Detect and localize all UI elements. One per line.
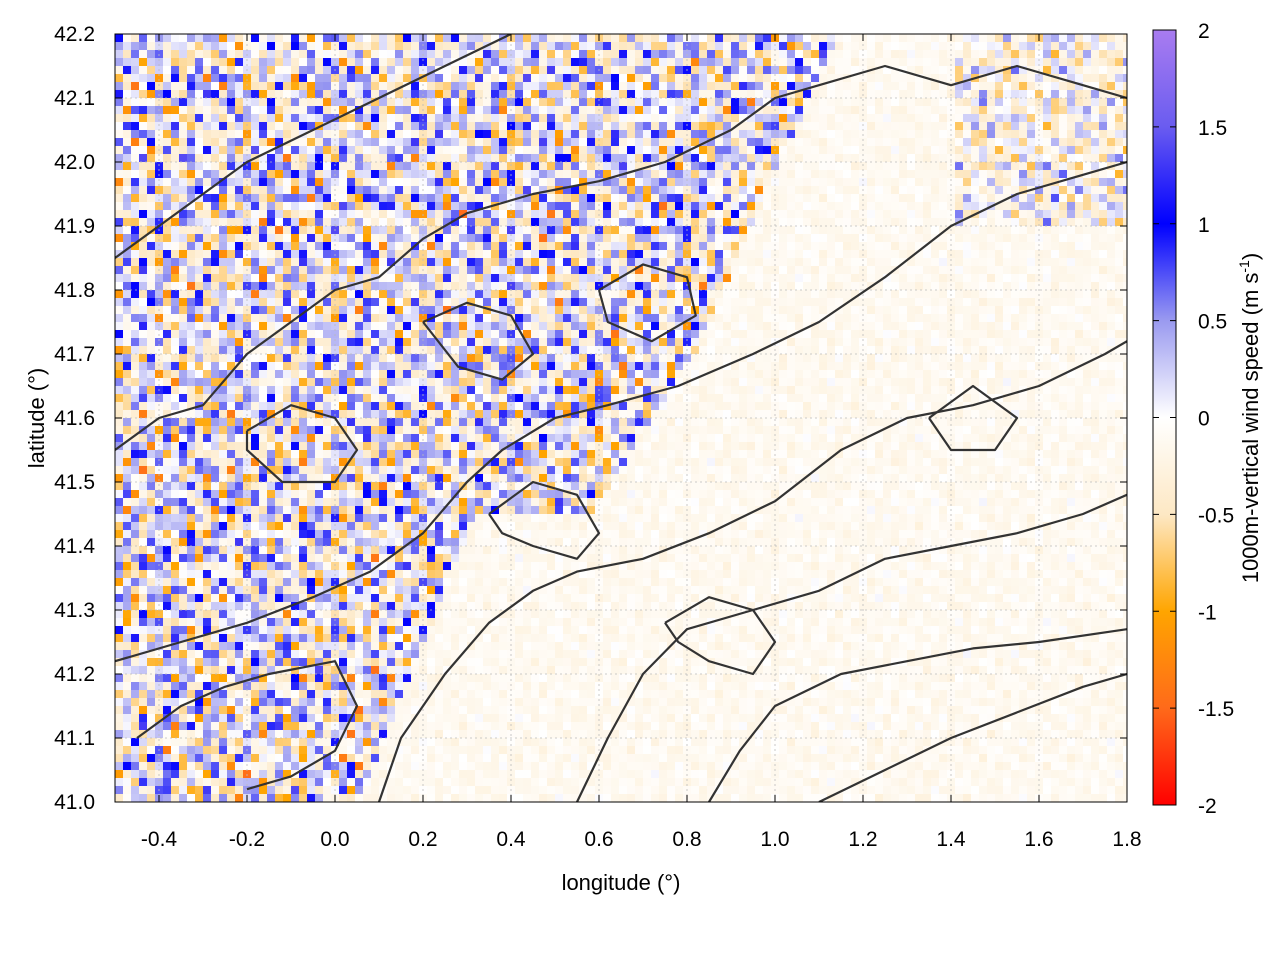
x-tick-label: 1.4 <box>936 828 966 851</box>
y-tick-label: 41.7 <box>54 343 95 366</box>
colorbar-label-end: ) <box>1238 253 1263 260</box>
colorbar-tick-label: -1 <box>1198 601 1217 624</box>
colorbar-tick-label: 0.5 <box>1198 311 1227 334</box>
colorbar-tick-label: -0.5 <box>1198 504 1234 527</box>
y-tick-label: 41.1 <box>54 727 95 750</box>
y-tick-label: 41.0 <box>54 791 95 814</box>
y-tick-label: 42.2 <box>54 23 95 46</box>
y-tick-label: 41.9 <box>54 215 95 238</box>
y-axis-ticks: 41.0 41.1 41.2 41.3 41.4 41.5 41.6 41.7 41.8 41.9… <box>54 23 1127 814</box>
y-tick-label: 41.4 <box>54 535 95 558</box>
x-tick-label: -0.2 <box>229 828 265 851</box>
x-axis-label: longitude (°) <box>562 870 681 895</box>
colorbar-label: 1000m-vertical wind speed (m s-1) <box>1236 253 1263 583</box>
x-tick-label: 0.4 <box>496 828 526 851</box>
x-tick-label: 0.8 <box>672 828 701 851</box>
colorbar-tick-label: 1 <box>1198 214 1210 237</box>
wind-field-heatmap <box>115 34 1127 802</box>
colorbar-tick-label: 2 <box>1198 20 1210 43</box>
colorbar-tick-label: -1.5 <box>1198 698 1234 721</box>
y-tick-label: 41.6 <box>54 407 95 430</box>
y-tick-label: 41.3 <box>54 599 95 622</box>
x-tick-label: 1.0 <box>760 828 789 851</box>
colorbar-tick-label: 0 <box>1198 408 1210 431</box>
y-tick-label: 41.2 <box>54 663 95 686</box>
colorbar-label-sup: -1 <box>1236 260 1252 273</box>
x-tick-label: 1.2 <box>848 828 877 851</box>
y-axis-label: latitude (°) <box>24 368 49 469</box>
y-tick-label: 42.1 <box>54 87 95 110</box>
x-tick-label: -0.4 <box>141 828 178 851</box>
x-tick-label: 0.6 <box>584 828 613 851</box>
y-tick-label: 42.0 <box>54 151 95 174</box>
x-tick-label: 1.6 <box>1024 828 1053 851</box>
x-tick-label: 0.2 <box>408 828 437 851</box>
x-tick-label: 0.0 <box>320 828 349 851</box>
x-tick-label: 1.8 <box>1112 828 1141 851</box>
y-tick-label: 41.8 <box>54 279 95 302</box>
colorbar-tick-label: -2 <box>1198 795 1217 818</box>
colorbar-ticks: 2 1.5 1 0.5 0 -0.5 -1 -1.5 -2 <box>1153 20 1234 818</box>
y-tick-label: 41.5 <box>54 471 95 494</box>
colorbar-label-main: 1000m-vertical wind speed (m s <box>1238 273 1263 584</box>
x-axis-ticks: -0.4 -0.2 0.0 0.2 0.4 0.6 0.8 1.0 1.2 1.4 1.6 1.8 <box>141 34 1142 851</box>
terrain-contours <box>115 34 1127 802</box>
colorbar-tick-label: 1.5 <box>1198 117 1227 140</box>
